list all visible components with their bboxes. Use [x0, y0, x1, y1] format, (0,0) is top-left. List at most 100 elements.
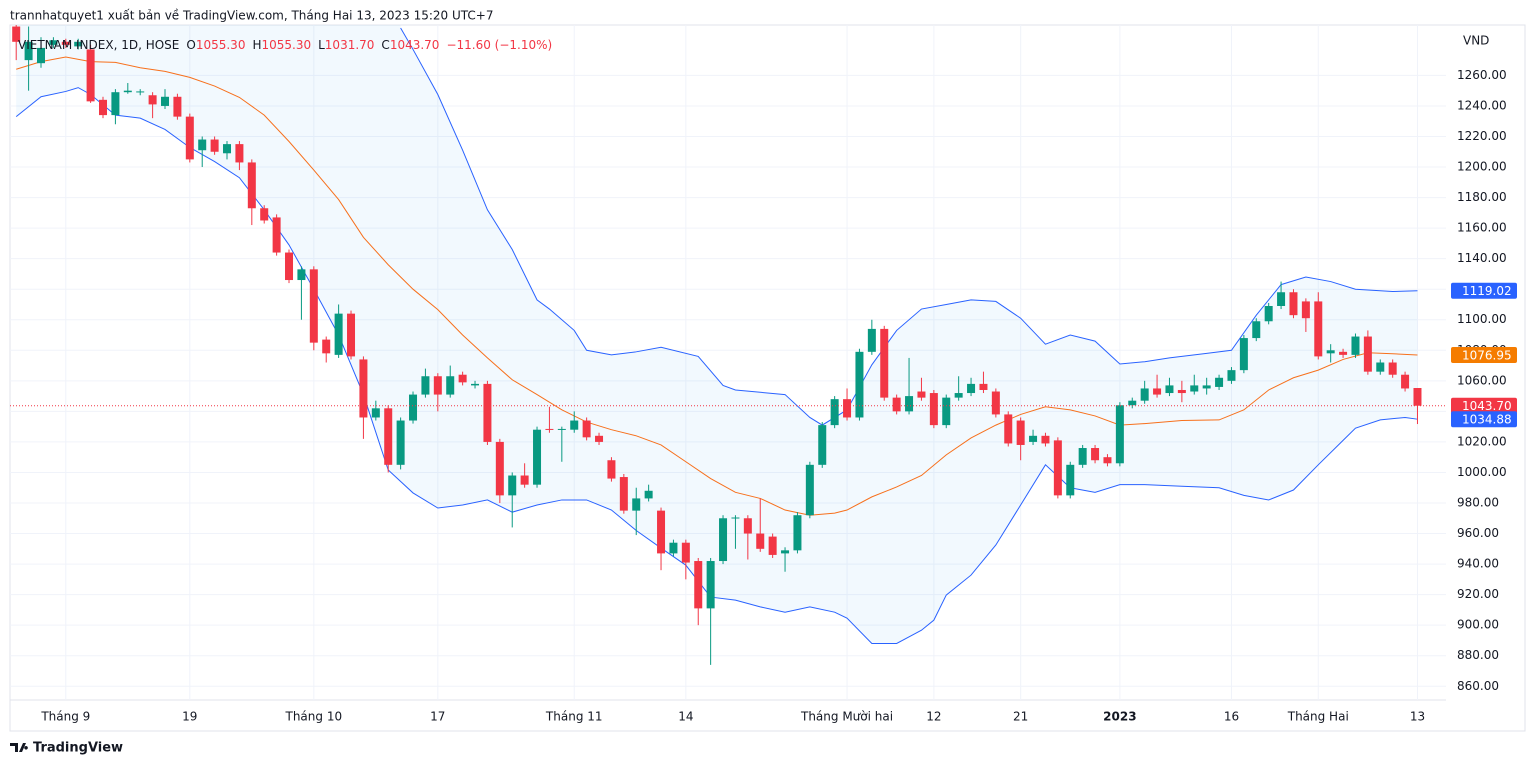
candle-body — [309, 269, 318, 343]
candle-body — [1004, 414, 1013, 444]
candle-body — [867, 328, 876, 352]
legend-change: −11.60 (−1.10%) — [446, 38, 552, 52]
candle-body — [1301, 301, 1310, 319]
candle-body — [86, 49, 95, 102]
price-tag-label: 1034.88 — [1462, 413, 1512, 427]
candle-body — [756, 533, 765, 549]
candle-body — [607, 460, 616, 479]
candle-body — [1376, 362, 1385, 372]
candle-body — [830, 399, 839, 426]
candle-body — [991, 391, 1000, 415]
candle-body — [1053, 440, 1062, 496]
candle-body — [49, 40, 58, 45]
y-tick-label: 1220.00 — [1457, 129, 1507, 143]
y-tick-label: 860.00 — [1457, 679, 1499, 693]
candle-body — [805, 464, 814, 516]
candle-body — [1140, 388, 1149, 401]
plot — [10, 25, 1446, 665]
candle-body — [1041, 435, 1050, 444]
candle-body — [681, 542, 690, 563]
x-tick-label: 19 — [182, 710, 197, 724]
candle-body — [495, 441, 504, 496]
price-tag-label: 1043.70 — [1462, 399, 1512, 413]
x-tick-label: 17 — [430, 710, 445, 724]
band-line — [16, 56, 1418, 516]
y-tick-label: 1200.00 — [1457, 160, 1507, 174]
legend-value: 1055.30 — [196, 38, 246, 52]
candle-body — [1165, 385, 1174, 394]
candle-body — [1190, 385, 1199, 392]
price-tag — [1451, 397, 1517, 414]
candle-body — [347, 313, 356, 357]
candle-body — [905, 396, 914, 412]
candle-body — [768, 536, 777, 555]
candle-body — [1029, 435, 1038, 442]
candle-body — [136, 91, 145, 93]
y-tick-label: 1060.00 — [1457, 373, 1507, 387]
candle-body — [99, 99, 108, 116]
candle-body — [173, 96, 182, 117]
candle-body — [161, 96, 170, 106]
candle-body — [396, 420, 405, 465]
candle-body — [855, 351, 864, 418]
candle-body — [917, 391, 926, 398]
candle-body — [297, 269, 306, 281]
candle-body — [1066, 464, 1075, 496]
y-tick-label: 1240.00 — [1457, 98, 1507, 112]
candle-body — [74, 41, 83, 47]
candle-body — [1252, 321, 1261, 339]
candle-body — [111, 92, 120, 116]
currency: VND — [1463, 34, 1489, 48]
candle-body — [185, 116, 194, 160]
price-tag — [1451, 282, 1517, 299]
candle-body — [433, 376, 442, 395]
band-fill — [16, 25, 1418, 644]
candle-body — [1227, 370, 1236, 381]
candle-body — [545, 428, 554, 430]
candle-body — [1078, 448, 1087, 465]
candle-body — [694, 561, 703, 609]
legend-value: 1043.70 — [390, 38, 440, 52]
y-tick-label: 900.00 — [1457, 618, 1499, 632]
candle-body — [1289, 292, 1298, 316]
candle-body — [533, 429, 542, 485]
candle-body — [892, 397, 901, 412]
candle-body — [272, 217, 281, 253]
candle-body — [669, 542, 678, 554]
candle-body — [781, 550, 790, 554]
candle-body — [1239, 338, 1248, 371]
candle-body — [37, 47, 46, 64]
candle-body — [1351, 336, 1360, 355]
candle-body — [954, 393, 963, 398]
candle-body — [148, 95, 157, 105]
candle-body — [384, 408, 393, 465]
candle-body — [557, 428, 566, 430]
x-tick-label: Tháng 9 — [40, 710, 90, 724]
price-tag — [1451, 411, 1517, 428]
candle-body — [471, 383, 480, 386]
footer: TradingView — [33, 741, 123, 756]
candle-body — [929, 393, 938, 426]
candle-body — [1264, 305, 1273, 322]
candle-body — [61, 41, 70, 45]
candle-body — [508, 475, 517, 496]
candle-body — [520, 475, 529, 485]
legend-key: H — [252, 38, 261, 52]
candle-body — [359, 359, 368, 418]
legend-key: L — [318, 38, 325, 52]
candle-body — [210, 139, 219, 152]
candle-body — [1202, 385, 1211, 389]
price-tag-label: 1119.02 — [1462, 284, 1512, 298]
candle-body — [719, 518, 728, 562]
candle-body — [123, 90, 132, 93]
candle-body — [1177, 389, 1186, 394]
candle-body — [371, 408, 380, 418]
candle-body — [334, 313, 343, 355]
candle-body — [409, 394, 418, 421]
y-tick-label: 940.00 — [1457, 557, 1499, 571]
x-tick-label: 21 — [1013, 710, 1028, 724]
candle-body — [285, 252, 294, 281]
price-tag — [1451, 346, 1517, 363]
candle-body — [446, 376, 455, 395]
legend-key: O — [186, 38, 195, 52]
